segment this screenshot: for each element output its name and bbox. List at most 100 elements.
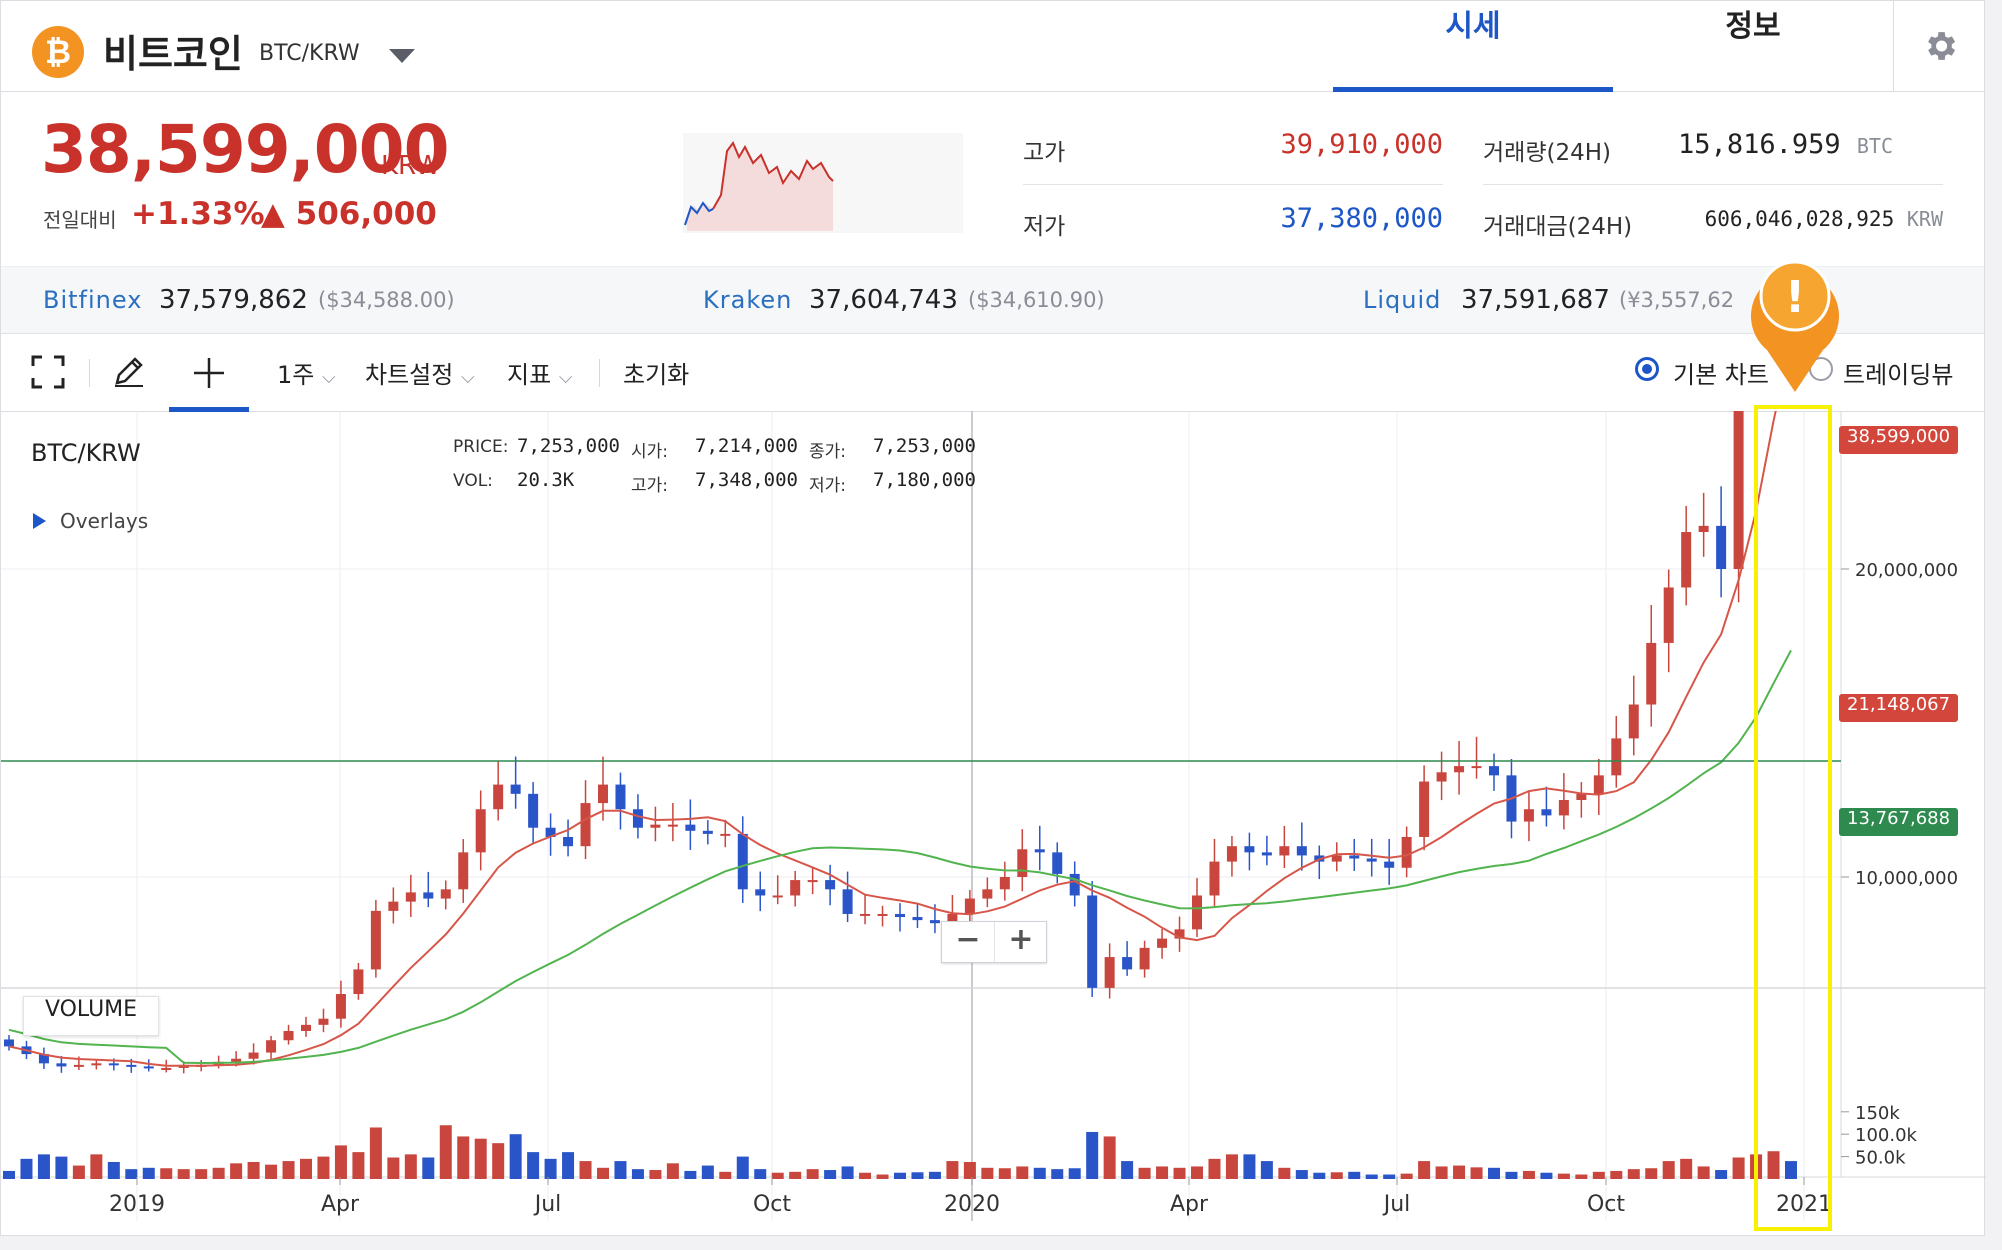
candle-body bbox=[545, 827, 556, 837]
volume-bar bbox=[439, 1125, 452, 1179]
candle-body bbox=[650, 824, 661, 828]
overlays-toggle[interactable]: Overlays bbox=[33, 509, 148, 533]
play-icon bbox=[33, 513, 46, 529]
volume-bar bbox=[1522, 1170, 1535, 1179]
volume-bar bbox=[1016, 1166, 1029, 1179]
volume-bar bbox=[1191, 1166, 1203, 1179]
exchange-foreign-bitfinex: ($34,588.00) bbox=[318, 288, 455, 312]
stat-divider bbox=[1023, 184, 1443, 185]
volume-bar bbox=[177, 1169, 190, 1179]
pencil-icon[interactable] bbox=[111, 353, 147, 389]
chart-pair-label: BTC/KRW bbox=[31, 439, 141, 467]
x-tick-label: Jul bbox=[1382, 1192, 1411, 1217]
volume-bar bbox=[212, 1167, 225, 1179]
exchange-foreign-kraken: ($34,610.90) bbox=[968, 288, 1105, 312]
candle-body bbox=[335, 994, 346, 1019]
zoom-out-button[interactable]: − bbox=[955, 922, 981, 957]
candle-body bbox=[807, 880, 818, 883]
candle-body bbox=[1681, 532, 1692, 588]
tab-info[interactable]: 정보 bbox=[1725, 9, 1781, 44]
reset-button[interactable]: 초기화 bbox=[623, 361, 690, 389]
volume-bar bbox=[1365, 1174, 1378, 1179]
volume-panel-label: VOLUME bbox=[23, 996, 159, 1036]
volume-bar bbox=[841, 1166, 854, 1179]
volume-bar bbox=[894, 1172, 906, 1179]
basic-chart-radio[interactable] bbox=[1635, 357, 1659, 381]
candle-body bbox=[458, 852, 469, 890]
volume-bar bbox=[369, 1127, 382, 1179]
crosshair-button[interactable] bbox=[169, 333, 249, 412]
exchange-name-bitfinex[interactable]: Bitfinex bbox=[43, 286, 143, 314]
candle-body bbox=[772, 895, 783, 898]
zoom-in-button[interactable]: + bbox=[994, 922, 1047, 962]
turnover-value: 606,046,028,925 KRW bbox=[1651, 207, 1943, 231]
y-tick-label: 10,000,000 bbox=[1855, 868, 1958, 889]
fullscreen-icon[interactable] bbox=[31, 355, 65, 389]
volume-bar bbox=[1121, 1161, 1134, 1179]
volume-bar bbox=[1697, 1166, 1710, 1179]
tab-price[interactable]: 시세 bbox=[1333, 1, 1613, 92]
volume-bar bbox=[1592, 1171, 1605, 1179]
volume-bar bbox=[1453, 1165, 1466, 1179]
chart-settings-label: 차트설정 bbox=[365, 361, 454, 389]
sparkline-fill bbox=[687, 143, 833, 231]
settings-button[interactable] bbox=[1893, 1, 1986, 91]
basic-chart-label[interactable]: 기본 차트 bbox=[1673, 361, 1769, 389]
x-tick-label: Jul bbox=[533, 1192, 562, 1217]
candle-body bbox=[231, 1058, 242, 1062]
volume-bar bbox=[474, 1138, 487, 1179]
candle-body bbox=[1558, 800, 1569, 816]
candle-body bbox=[580, 803, 591, 847]
volume-bar bbox=[1488, 1167, 1500, 1179]
candle-body bbox=[1209, 861, 1220, 896]
turnover-label: 거래대금(24H) bbox=[1483, 214, 1633, 240]
tradingview-label[interactable]: 트레이딩뷰 bbox=[1843, 361, 1954, 389]
candle-body bbox=[860, 913, 871, 916]
coin-header: ₿ 비트코인 BTC/KRW 시세 정보 bbox=[1, 1, 1984, 92]
x-tick-label: 2020 bbox=[944, 1192, 1000, 1217]
period-selector[interactable]: 1주 ⌵ bbox=[277, 355, 336, 390]
exchange-name-kraken[interactable]: Kraken bbox=[703, 286, 793, 314]
volume-bar bbox=[736, 1156, 749, 1179]
candle-body bbox=[1104, 957, 1115, 988]
volume-bar bbox=[963, 1161, 976, 1179]
indicators-menu[interactable]: 지표 ⌵ bbox=[507, 355, 572, 390]
volume-bar bbox=[1575, 1174, 1588, 1179]
toolbar-divider bbox=[599, 359, 600, 387]
volume-bar bbox=[946, 1161, 959, 1179]
chevron-down-icon[interactable] bbox=[389, 49, 415, 63]
volume-bar bbox=[1680, 1158, 1693, 1179]
turnover-number: 606,046,028,925 bbox=[1704, 207, 1895, 231]
volume-bar bbox=[544, 1158, 557, 1179]
volume-bar bbox=[195, 1169, 208, 1179]
candle-body bbox=[1436, 772, 1447, 782]
volume-unit: BTC bbox=[1856, 134, 1893, 158]
high-value: 39,910,000 bbox=[1280, 129, 1443, 160]
volume-bar bbox=[1435, 1166, 1448, 1179]
candle-body bbox=[877, 913, 888, 916]
chevron-down-icon: ⌵ bbox=[460, 367, 475, 388]
chevron-down-icon: ⌵ bbox=[558, 367, 573, 388]
candle-body bbox=[912, 917, 923, 921]
volume-bar bbox=[1156, 1166, 1169, 1179]
candle-body bbox=[1139, 947, 1150, 970]
exchange-name-liquid[interactable]: Liquid bbox=[1363, 286, 1442, 314]
price-chart[interactable]: 30,000,00020,000,00010,000,000150k100.0k… bbox=[1, 411, 1986, 1237]
change-percent: +1.33% bbox=[131, 196, 265, 232]
sparkline-chart bbox=[684, 141, 834, 231]
low-value: 37,380,000 bbox=[1280, 203, 1443, 234]
candle-body bbox=[266, 1040, 277, 1053]
candle-body bbox=[1296, 846, 1307, 856]
alert-marker-icon: ! bbox=[1751, 260, 1839, 392]
candle-body bbox=[1401, 836, 1412, 868]
change-label: 전일대비 bbox=[43, 208, 117, 232]
chart-settings-menu[interactable]: 차트설정 ⌵ bbox=[365, 355, 475, 390]
volume-number: 15,816.959 bbox=[1678, 129, 1841, 160]
overlays-label: Overlays bbox=[60, 509, 149, 533]
candle-body bbox=[475, 809, 486, 853]
candle-body bbox=[143, 1066, 154, 1069]
candle-body bbox=[947, 913, 958, 924]
volume-bar bbox=[1033, 1167, 1046, 1179]
mini-sparkline bbox=[683, 133, 963, 233]
volume-tick-label: 100.0k bbox=[1855, 1125, 1918, 1146]
